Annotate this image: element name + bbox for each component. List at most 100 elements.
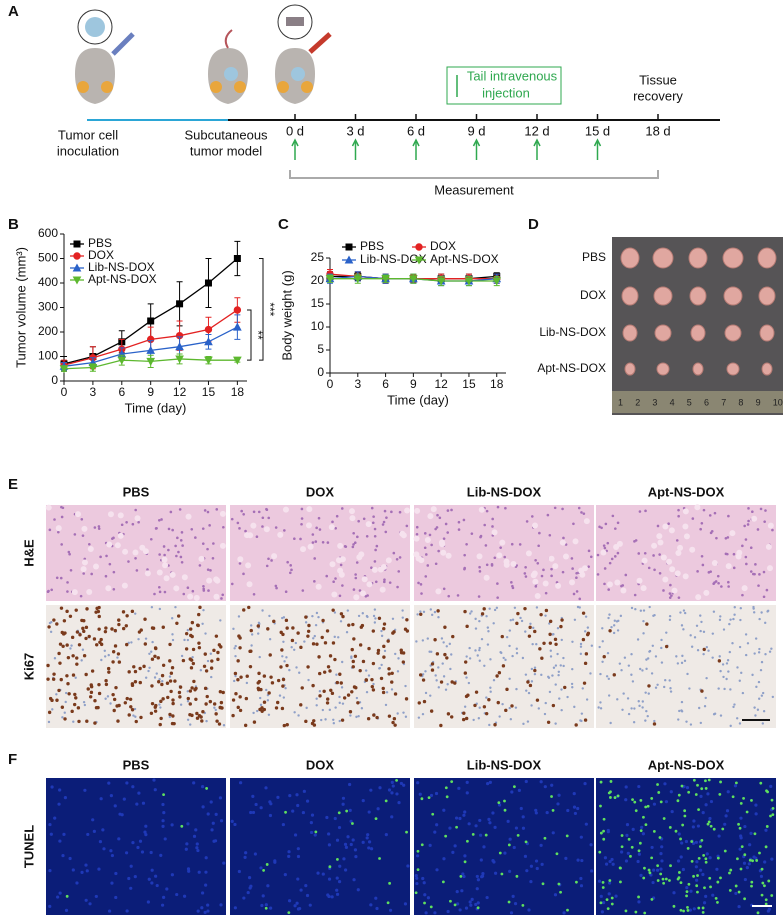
stain-dot	[704, 857, 708, 861]
stain-dot	[339, 681, 343, 685]
stain-dot	[451, 634, 455, 639]
stain-dot	[82, 629, 86, 634]
stain-dot	[650, 856, 654, 860]
stain-dot	[548, 619, 553, 624]
stain-dot	[682, 573, 689, 580]
y-tick-label: 300	[38, 300, 58, 314]
stain-dot	[548, 632, 552, 637]
stain-dot	[125, 642, 129, 647]
stain-dot	[508, 706, 511, 710]
stain-dot	[230, 819, 234, 824]
stain-dot	[606, 830, 610, 834]
stain-dot	[521, 656, 525, 660]
stain-dot	[707, 571, 711, 574]
stain-dot	[651, 542, 658, 549]
stain-dot	[361, 840, 365, 844]
stain-dot	[184, 847, 188, 851]
stain-dot	[493, 723, 497, 727]
stain-dot	[252, 720, 257, 724]
stain-dot	[144, 570, 151, 577]
stain-dot	[325, 815, 329, 820]
stain-dot	[186, 628, 190, 632]
endpoint-label: recovery	[633, 88, 683, 103]
stain-dot	[287, 850, 291, 854]
stain-dot	[590, 644, 594, 647]
y-tick-label: 500	[38, 251, 58, 265]
stain-dot	[316, 871, 320, 875]
stain-dot	[315, 583, 322, 590]
stain-dot	[749, 570, 753, 573]
stain-dot	[650, 672, 654, 675]
stain-dot	[190, 620, 195, 625]
stain-dot	[288, 668, 291, 672]
stain-dot	[205, 694, 209, 699]
stain-dot	[361, 576, 368, 583]
stain-dot	[341, 802, 345, 806]
stain-dot	[379, 586, 386, 593]
stain-dot	[92, 563, 99, 570]
stain-dot	[513, 606, 517, 610]
stain-dot	[662, 576, 669, 583]
stain-dot	[663, 782, 667, 786]
stain-dot	[442, 675, 446, 678]
marker	[464, 277, 474, 286]
stain-dot	[262, 869, 266, 872]
stain-dot	[689, 546, 696, 553]
marker	[204, 325, 213, 334]
stain-dot	[182, 592, 186, 596]
stain-dot	[572, 792, 576, 796]
stain-dot	[314, 540, 318, 543]
stain-dot	[621, 708, 624, 712]
stain-dot	[702, 901, 707, 905]
stain-dot	[173, 679, 177, 683]
stain-dot	[607, 881, 612, 885]
stain-dot	[59, 576, 63, 580]
stain-dot	[127, 560, 130, 563]
stain-dot	[251, 810, 256, 815]
stain-dot	[338, 719, 341, 723]
stain-dot	[475, 887, 479, 891]
stain-dot	[611, 514, 615, 518]
stain-dot	[664, 877, 668, 881]
stain-dot	[240, 509, 243, 513]
stain-dot	[749, 831, 753, 836]
stain-dot	[652, 554, 655, 557]
stain-dot	[117, 512, 124, 519]
stain-dot	[744, 653, 748, 657]
arrow-head	[533, 138, 541, 147]
stain-dot	[130, 641, 133, 644]
stain-dot	[765, 588, 769, 592]
stain-dot	[270, 559, 273, 562]
stain-dot	[699, 614, 702, 617]
stain-dot	[188, 627, 193, 631]
stain-dot	[65, 674, 69, 678]
ruler-label: 5	[687, 397, 692, 407]
stain-dot	[168, 675, 172, 678]
stain-dot	[660, 845, 664, 849]
stain-dot	[257, 671, 261, 676]
stain-dot	[321, 541, 325, 544]
stain-dot	[104, 682, 109, 687]
tumor	[723, 286, 743, 306]
stain-dot	[173, 585, 180, 592]
group-label: DOX	[580, 288, 606, 302]
stain-dot	[437, 616, 440, 619]
stain-dot	[706, 792, 710, 796]
stain-dot	[681, 654, 684, 658]
stain-dot	[202, 608, 205, 612]
stain-dot	[71, 589, 78, 596]
stain-dot	[203, 652, 207, 656]
stain-dot	[645, 658, 648, 661]
stain-dot	[334, 706, 337, 709]
y-tick-label: 400	[38, 275, 58, 289]
stain-dot	[760, 867, 764, 871]
marker	[59, 365, 69, 374]
stain-dot	[465, 542, 468, 546]
stain-dot	[328, 654, 333, 658]
stain-dot	[686, 847, 690, 850]
stain-dot	[701, 872, 705, 877]
stain-dot	[585, 698, 589, 701]
stain-dot	[769, 814, 772, 818]
stain-dot	[743, 853, 747, 857]
stain-dot	[53, 518, 56, 521]
